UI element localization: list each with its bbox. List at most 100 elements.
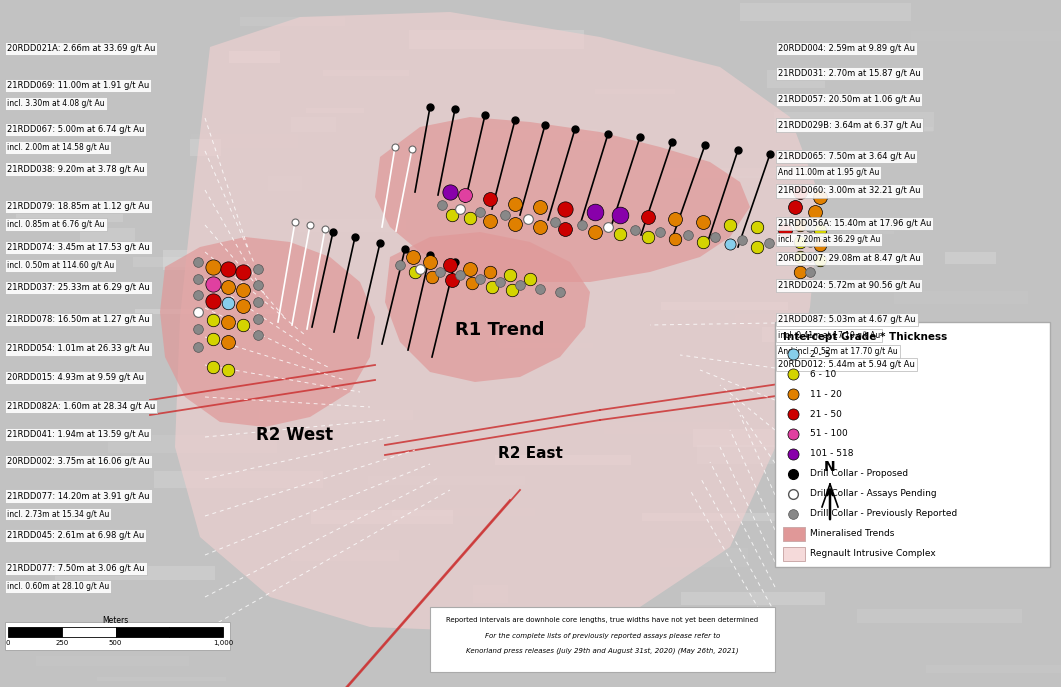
Bar [445, 654, 556, 662]
Bar [298, 219, 405, 232]
Bar [855, 126, 934, 133]
Text: 21RDD029B: 3.64m at 6.37 g/t Au: 21RDD029B: 3.64m at 6.37 g/t Au [778, 120, 921, 130]
Bar [783, 547, 805, 561]
Text: 20RDD002: 3.75m at 16.06 g/t Au: 20RDD002: 3.75m at 16.06 g/t Au [7, 457, 150, 466]
Text: 21RDD087: 5.03m at 4.67 g/t Au: 21RDD087: 5.03m at 4.67 g/t Au [778, 315, 916, 324]
Bar [55, 566, 215, 580]
Text: 21RDD065: 7.50m at 3.64 g/t Au: 21RDD065: 7.50m at 3.64 g/t Au [778, 152, 916, 161]
Text: R2 East: R2 East [498, 446, 562, 461]
Text: 21RDD038: 9.20m at 3.78 g/t Au: 21RDD038: 9.20m at 3.78 g/t Au [7, 164, 144, 174]
Text: Drill Collar - Assays Pending: Drill Collar - Assays Pending [810, 490, 937, 499]
Text: 21RDD069: 11.00m at 1.91 g/t Au: 21RDD069: 11.00m at 1.91 g/t Au [7, 80, 150, 90]
Text: incl. 2.00m at 14.58 g/t Au: incl. 2.00m at 14.58 g/t Au [7, 143, 109, 152]
Bar [307, 109, 364, 113]
Bar [97, 677, 226, 681]
Text: Intercept Grade * Thickness: Intercept Grade * Thickness [783, 332, 947, 342]
Text: incl. 0.85m at 6.76 g/t Au: incl. 0.85m at 6.76 g/t Au [7, 220, 105, 229]
Text: Regnault Intrusive Complex: Regnault Intrusive Complex [810, 550, 936, 559]
Bar [229, 52, 280, 63]
Bar [856, 609, 1022, 623]
Bar [926, 666, 1061, 673]
Bar [929, 501, 1019, 519]
Text: R2 West: R2 West [257, 426, 333, 444]
Bar [473, 585, 508, 603]
Bar [135, 309, 285, 314]
Text: 21RDD078: 16.50m at 1.27 g/t Au: 21RDD078: 16.50m at 1.27 g/t Au [7, 315, 150, 324]
Bar [81, 227, 135, 246]
Text: incl. 0.41m at 17.10 g/t Au: incl. 0.41m at 17.10 g/t Au [778, 331, 881, 340]
Bar [783, 527, 805, 541]
Text: And 11.00m at 1.95 g/t Au: And 11.00m at 1.95 g/t Au [778, 168, 880, 177]
Text: 20RDD021A: 2.66m at 33.69 g/t Au: 20RDD021A: 2.66m at 33.69 g/t Au [7, 43, 155, 53]
Text: 6 - 10: 6 - 10 [810, 370, 836, 379]
Bar [741, 3, 911, 21]
Text: 21RDD045: 2.61m at 6.98 g/t Au: 21RDD045: 2.61m at 6.98 g/t Au [7, 531, 144, 541]
Text: 20RDD012: 5.44m at 5.94 g/t Au: 20RDD012: 5.44m at 5.94 g/t Au [778, 359, 915, 369]
Bar [392, 508, 535, 516]
Bar [291, 117, 335, 132]
Text: 21RDD060: 3.00m at 32.21 g/t Au: 21RDD060: 3.00m at 32.21 g/t Au [778, 186, 921, 196]
Text: 21 - 50: 21 - 50 [810, 409, 841, 418]
Bar [735, 314, 798, 328]
Bar [894, 291, 1028, 304]
Text: 21RDD082A: 1.60m at 28.34 g/t Au: 21RDD082A: 1.60m at 28.34 g/t Au [7, 402, 155, 412]
Bar [542, 225, 587, 235]
Bar [660, 548, 748, 567]
Text: incl. 7.20m at 36.29 g/t Au: incl. 7.20m at 36.29 g/t Au [778, 235, 881, 244]
Text: 11 - 20: 11 - 20 [810, 390, 841, 398]
Bar [773, 113, 934, 131]
Bar [323, 70, 410, 76]
Bar [736, 177, 778, 186]
Bar [781, 390, 940, 394]
Text: 21RDD037: 25.33m at 6.29 g/t Au: 21RDD037: 25.33m at 6.29 g/t Au [7, 283, 150, 293]
Text: 21RDD057: 20.50m at 1.06 g/t Au: 21RDD057: 20.50m at 1.06 g/t Au [778, 95, 920, 104]
Text: incl. 2.73m at 15.34 g/t Au: incl. 2.73m at 15.34 g/t Au [7, 510, 109, 519]
Bar [212, 391, 260, 401]
Bar [116, 627, 170, 637]
Text: 21RDD067: 5.00m at 6.74 g/t Au: 21RDD067: 5.00m at 6.74 g/t Au [7, 124, 144, 134]
Bar [665, 168, 801, 178]
Bar [911, 31, 1061, 41]
Bar [291, 550, 399, 561]
Text: 250: 250 [55, 640, 68, 646]
Text: 20RDD015: 4.93m at 9.59 g/t Au: 20RDD015: 4.93m at 9.59 g/t Au [7, 373, 144, 383]
Bar [241, 17, 345, 26]
Bar [499, 344, 593, 348]
Bar [608, 653, 684, 666]
Text: 21RDD077: 14.20m at 3.91 g/t Au: 21RDD077: 14.20m at 3.91 g/t Au [7, 491, 150, 501]
Text: 21RDD077: 7.50m at 3.06 g/t Au: 21RDD077: 7.50m at 3.06 g/t Au [7, 564, 144, 574]
Bar [85, 49, 144, 54]
Text: 21RDD041: 1.94m at 13.59 g/t Au: 21RDD041: 1.94m at 13.59 g/t Au [7, 429, 150, 439]
Polygon shape [160, 237, 375, 427]
Text: For the complete lists of previously reported assays please refer to: For the complete lists of previously rep… [485, 633, 720, 639]
Bar [945, 252, 996, 264]
Text: R1 Trend: R1 Trend [455, 321, 544, 339]
Text: incl. 0.60m at 28.10 g/t Au: incl. 0.60m at 28.10 g/t Au [7, 583, 109, 592]
Text: 21RDD074: 3.45m at 17.53 g/t Au: 21RDD074: 3.45m at 17.53 g/t Au [7, 243, 150, 252]
Bar [480, 129, 596, 141]
Bar [190, 139, 221, 157]
Text: incl. 0.50m at 114.60 g/t Au: incl. 0.50m at 114.60 g/t Au [7, 261, 115, 270]
Bar [154, 471, 324, 488]
Bar [134, 257, 207, 267]
Bar [582, 657, 688, 662]
Bar [430, 607, 775, 672]
Bar [661, 302, 788, 310]
Bar [368, 475, 525, 485]
Text: 500: 500 [109, 640, 122, 646]
Text: 21RDD031: 2.70m at 15.87 g/t Au: 21RDD031: 2.70m at 15.87 g/t Au [778, 69, 921, 78]
Text: Drill Collar - Proposed: Drill Collar - Proposed [810, 469, 908, 479]
Bar [681, 592, 825, 605]
Bar [191, 134, 298, 148]
Text: Mineralised Trends: Mineralised Trends [810, 530, 894, 539]
Text: And incl. 0.52m at 17.70 g/t Au: And incl. 0.52m at 17.70 g/t Au [778, 347, 898, 356]
Bar [408, 30, 584, 49]
Text: Reported intervals are downhole core lengths, true widths have not yet been dete: Reported intervals are downhole core len… [447, 617, 759, 623]
Text: 21RDD054: 1.01m at 26.33 g/t Au: 21RDD054: 1.01m at 26.33 g/t Au [7, 344, 150, 354]
Text: Kenorland press releases (July 29th and August 31st, 2020) (May 26th, 2021): Kenorland press releases (July 29th and … [466, 647, 738, 653]
Bar [767, 70, 825, 89]
Bar [259, 410, 414, 420]
Text: Meters: Meters [102, 616, 128, 625]
Text: 21RDD079: 18.85m at 1.12 g/t Au: 21RDD079: 18.85m at 1.12 g/t Au [7, 201, 150, 211]
Text: incl. 3.30m at 4.08 g/t Au: incl. 3.30m at 4.08 g/t Au [7, 99, 105, 108]
